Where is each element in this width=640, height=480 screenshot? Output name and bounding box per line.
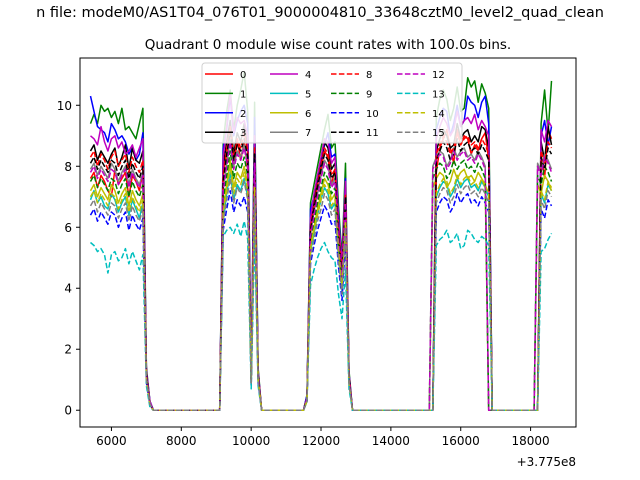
- series-line-9: [89, 150, 553, 411]
- legend-label-1: 1: [240, 89, 246, 100]
- legend-label-0: 0: [240, 70, 246, 81]
- x-tick-label: 6000: [96, 434, 127, 448]
- y-tick-label: 8: [64, 160, 72, 174]
- x-tick-label: 18000: [511, 434, 549, 448]
- legend-label-7: 7: [305, 128, 311, 139]
- legend-label-14: 14: [432, 109, 445, 120]
- series-line-10: [89, 189, 553, 411]
- figure-suptitle: n file: modeM0/AS1T04_076T01_9000004810_…: [36, 5, 604, 21]
- chart-title: Quadrant 0 module wise count rates with …: [145, 37, 511, 53]
- legend-label-3: 3: [240, 128, 246, 139]
- legend-label-6: 6: [305, 109, 311, 120]
- y-tick-label: 2: [64, 343, 72, 357]
- legend-box: [201, 62, 463, 144]
- legend-label-2: 2: [240, 109, 246, 120]
- y-tick-label: 4: [64, 282, 72, 296]
- x-tick-label: 10000: [232, 434, 270, 448]
- y-tick-label: 0: [64, 404, 72, 418]
- x-tick-label: 16000: [442, 434, 480, 448]
- legend-label-15: 15: [432, 128, 445, 139]
- x-tick-label: 8000: [166, 434, 197, 448]
- legend-label-8: 8: [366, 70, 372, 81]
- y-tick-label: 10: [57, 99, 72, 113]
- x-axis-offset-label: +3.775e8: [517, 455, 576, 469]
- series-line-5: [89, 171, 553, 411]
- series-line-14: [89, 165, 553, 411]
- legend-label-9: 9: [366, 89, 372, 100]
- series-line-15: [89, 177, 553, 411]
- legend-label-11: 11: [366, 128, 379, 139]
- y-tick-label: 6: [64, 221, 72, 235]
- plot-frame: [79, 57, 577, 428]
- plot-lines: [89, 70, 553, 411]
- legend-label-4: 4: [305, 70, 311, 81]
- legend-label-10: 10: [366, 109, 379, 120]
- x-tick-label: 12000: [302, 434, 340, 448]
- legend-label-12: 12: [432, 70, 445, 81]
- x-tick-label: 14000: [372, 434, 410, 448]
- legend-label-5: 5: [305, 89, 311, 100]
- series-line-13: [90, 220, 553, 411]
- legend-label-13: 13: [432, 89, 445, 100]
